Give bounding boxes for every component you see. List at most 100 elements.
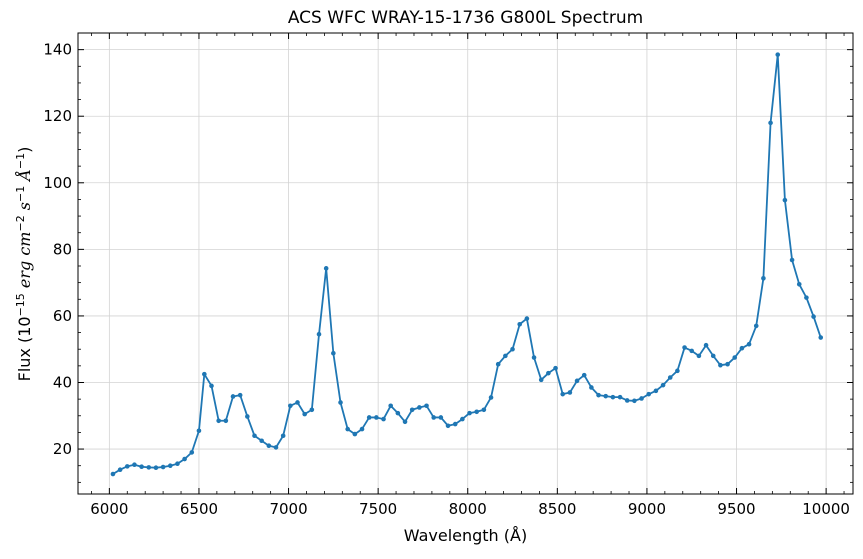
series-line	[112, 53, 822, 475]
data-point	[624, 398, 630, 403]
data-point	[682, 345, 687, 350]
y-tick-label: 120	[43, 107, 72, 125]
y-tick-label: 140	[43, 41, 72, 59]
tick-labels: 6000 6500 7000 7500 8000 8500 9000 9500 10000 20 4…	[43, 41, 850, 518]
data-point	[581, 372, 587, 378]
data-point	[209, 383, 214, 389]
data-point	[366, 415, 372, 420]
data-point	[753, 323, 759, 329]
data-point	[295, 400, 300, 405]
data-point	[388, 403, 393, 409]
data-point	[202, 371, 207, 377]
data-point	[417, 405, 422, 410]
data-point	[538, 377, 544, 383]
data-point	[589, 385, 594, 390]
y-tick-label: 80	[53, 240, 72, 258]
data-point	[639, 396, 644, 401]
data-point	[488, 395, 494, 400]
data-point	[352, 431, 358, 437]
data-point	[460, 416, 465, 422]
data-point	[725, 361, 730, 367]
data-point	[474, 409, 479, 415]
data-point	[402, 419, 408, 425]
data-point	[567, 390, 573, 395]
data-point	[259, 438, 264, 444]
data-point	[438, 415, 444, 420]
data-point	[395, 410, 401, 416]
data-point	[175, 461, 180, 467]
data-point	[117, 467, 123, 473]
data-point	[216, 418, 221, 424]
data-point	[546, 370, 551, 376]
data-point	[452, 421, 458, 427]
data-point	[596, 392, 601, 398]
data-point	[381, 416, 386, 422]
data-point	[739, 345, 745, 351]
data-point	[517, 321, 523, 327]
data-point	[660, 382, 666, 388]
data-point	[718, 362, 723, 368]
data-point	[503, 353, 508, 359]
data-point	[768, 120, 773, 126]
x-tick-label: 7500	[359, 500, 397, 518]
data-point	[167, 463, 173, 469]
data-point	[153, 465, 159, 471]
data-point	[309, 407, 315, 413]
x-tick-label: 8000	[449, 500, 487, 518]
data-point	[139, 464, 144, 470]
data-point	[132, 462, 137, 468]
data-point	[374, 415, 379, 420]
data-point	[782, 197, 788, 203]
data-point	[796, 282, 802, 287]
y-tick-label: 40	[53, 373, 72, 391]
data-point	[237, 392, 243, 398]
data-point	[481, 407, 487, 413]
data-point	[345, 426, 350, 432]
grid-lines	[78, 33, 853, 494]
data-point	[560, 391, 566, 397]
data-point	[124, 464, 130, 469]
x-tick-label: 8500	[538, 500, 576, 518]
data-point	[230, 394, 236, 399]
x-tick-label: 6500	[180, 500, 218, 518]
plot-frame	[77, 32, 854, 495]
x-tick-label: 7000	[269, 500, 307, 518]
data-point	[110, 471, 116, 477]
data-point	[710, 353, 716, 359]
x-axis-label: Wavelength (Å)	[403, 526, 528, 545]
data-point	[146, 465, 152, 470]
data-point	[610, 394, 616, 400]
data-point	[646, 391, 652, 397]
data-point	[574, 378, 580, 384]
data-point	[338, 400, 343, 405]
data-point	[245, 414, 250, 419]
data-point	[653, 388, 659, 394]
data-point	[675, 368, 680, 374]
data-point	[288, 403, 293, 409]
data-point	[424, 403, 429, 409]
y-axis-label: Flux (10−15 erg cm−2 s−1 Å−1)	[13, 146, 35, 382]
data-point	[359, 426, 365, 432]
data-point	[510, 346, 515, 352]
data-point	[789, 257, 795, 263]
data-points	[110, 52, 824, 477]
data-point	[467, 410, 472, 416]
x-tick-label: 6000	[90, 500, 128, 518]
data-point	[266, 443, 272, 449]
x-tick-label: 9000	[628, 500, 666, 518]
data-point	[409, 407, 415, 413]
data-point	[553, 365, 558, 371]
data-point	[761, 276, 766, 281]
data-point	[617, 394, 623, 400]
data-point	[667, 375, 673, 380]
data-point	[160, 464, 166, 470]
y-tick-label: 60	[53, 307, 72, 325]
data-point	[818, 335, 824, 340]
data-point	[252, 433, 257, 439]
data-point	[445, 423, 451, 429]
data-point	[431, 415, 436, 420]
data-point	[223, 418, 229, 424]
data-point	[632, 398, 637, 404]
